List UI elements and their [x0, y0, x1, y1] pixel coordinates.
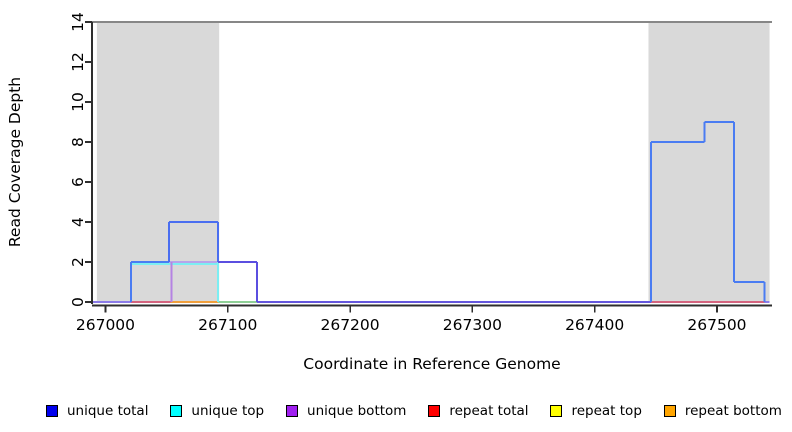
- shaded-region-1: [648, 23, 770, 302]
- x-axis-title: Coordinate in Reference Genome: [303, 355, 560, 373]
- legend-item-unique-total: unique total: [46, 403, 148, 419]
- legend-swatch-unique-total: [46, 405, 58, 417]
- y-tick-label: 2: [69, 257, 87, 267]
- y-tick-label: 14: [69, 12, 87, 32]
- legend-label-unique-top: unique top: [191, 403, 265, 419]
- y-tick-label: 6: [69, 177, 87, 187]
- x-tick-label: 267100: [198, 316, 257, 334]
- legend-label-unique-bottom: unique bottom: [307, 403, 407, 419]
- y-tick-label: 8: [69, 137, 87, 147]
- legend-item-unique-bottom: unique bottom: [286, 403, 406, 419]
- legend-swatch-repeat-bottom: [663, 405, 676, 417]
- legend-swatch-repeat-total: [428, 405, 441, 417]
- y-axis-title: Read Coverage Depth: [6, 77, 24, 247]
- x-tick-label: 267000: [76, 316, 135, 334]
- x-tick-label: 267300: [443, 316, 502, 334]
- x-tick-label: 267200: [320, 316, 379, 334]
- legend-item-repeat-total: repeat total: [428, 403, 529, 419]
- shaded-region-0: [96, 23, 220, 302]
- legend: unique total unique top unique bottom repea…: [46, 396, 782, 426]
- legend-label-repeat-bottom: repeat bottom: [684, 403, 782, 419]
- legend-item-repeat-top: repeat top: [550, 403, 642, 419]
- y-tick-label: 12: [69, 52, 87, 72]
- legend-swatch-unique-top: [170, 405, 183, 417]
- legend-swatch-unique-bottom: [286, 405, 299, 417]
- legend-swatch-repeat-top: [550, 405, 563, 417]
- legend-item-repeat-bottom: repeat bottom: [663, 403, 782, 419]
- y-tick-label: 0: [69, 297, 87, 307]
- y-tick-label: 4: [69, 217, 87, 227]
- y-tick-label: 10: [69, 92, 87, 112]
- legend-label-repeat-top: repeat top: [571, 403, 642, 419]
- x-tick-label: 267400: [565, 316, 624, 334]
- legend-item-unique-top: unique top: [170, 403, 264, 419]
- x-tick-label: 267500: [687, 316, 746, 334]
- coverage-plot: 267000 267100 267200 267300 267400 267500 0 2 4 6…: [6, 12, 772, 373]
- legend-label-repeat-total: repeat total: [449, 403, 529, 419]
- legend-label-unique-total: unique total: [67, 403, 149, 419]
